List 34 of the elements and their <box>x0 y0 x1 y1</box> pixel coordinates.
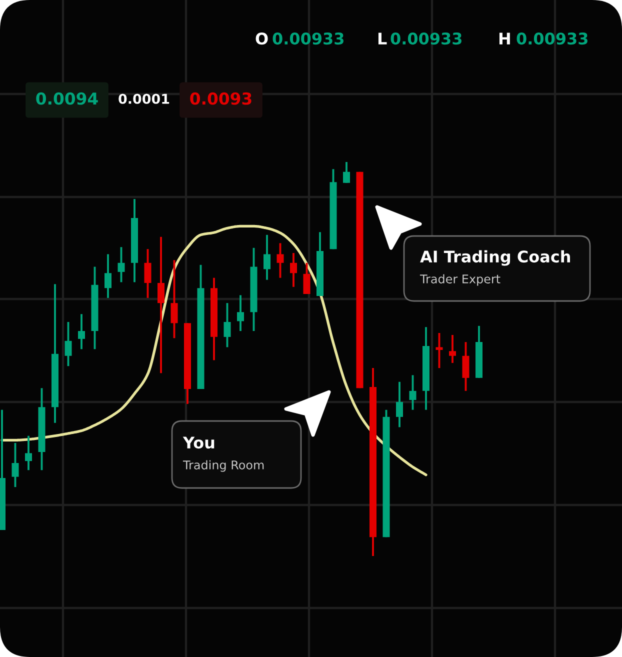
candlestick <box>236 294 244 332</box>
candlestick <box>170 259 178 340</box>
candlestick <box>64 320 72 368</box>
text: H <box>499 32 510 44</box>
candlestick <box>448 334 456 364</box>
annotation: Trading Room <box>182 460 264 472</box>
candlestick <box>144 248 152 299</box>
candlestick <box>342 162 350 184</box>
text: 0.0093 <box>190 92 252 105</box>
candlestick <box>462 341 470 392</box>
candlestick <box>396 380 404 428</box>
candlestick <box>12 442 19 488</box>
text: L <box>378 32 387 44</box>
text: 0.0001 <box>118 94 170 104</box>
text: 0.00933 <box>516 32 588 45</box>
candlestick <box>104 253 112 299</box>
annotation: Trader Expert <box>420 274 500 286</box>
candlestick <box>224 302 231 348</box>
text: O <box>256 32 268 45</box>
candlestick <box>409 374 416 411</box>
candlestick <box>118 246 125 284</box>
candlestick <box>303 262 310 295</box>
annotation: AI Trading Coach <box>420 250 570 266</box>
text: 0.0094 <box>36 92 98 105</box>
text: 0.00933 <box>272 32 344 45</box>
annotation: You <box>182 436 214 449</box>
text: 0.00933 <box>390 32 462 45</box>
candlestick <box>263 234 271 281</box>
candlestick <box>24 434 32 472</box>
candlestick <box>276 242 284 279</box>
candlestick <box>436 332 443 370</box>
candlestick <box>290 252 298 288</box>
candlestick <box>78 313 86 350</box>
candlestick <box>157 236 165 374</box>
